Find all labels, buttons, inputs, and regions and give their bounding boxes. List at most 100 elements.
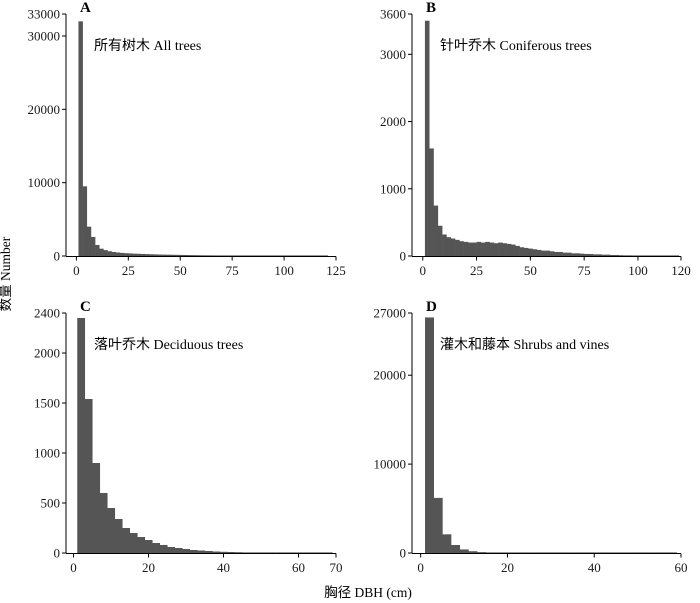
bar bbox=[659, 552, 669, 553]
bar bbox=[575, 253, 581, 256]
bar bbox=[103, 250, 108, 256]
bar bbox=[446, 237, 452, 256]
x-tick-label: 120 bbox=[671, 263, 691, 278]
bar bbox=[174, 254, 179, 256]
x-tick-label: 0 bbox=[420, 263, 427, 278]
bar bbox=[302, 552, 311, 553]
bar bbox=[622, 255, 628, 256]
bar bbox=[136, 253, 142, 256]
bar bbox=[129, 533, 138, 553]
bar bbox=[137, 537, 146, 553]
bar bbox=[674, 255, 680, 256]
bar bbox=[115, 252, 121, 256]
x-tick-label: 0 bbox=[417, 560, 424, 575]
bar bbox=[667, 552, 677, 553]
bar bbox=[99, 248, 104, 256]
bar bbox=[442, 234, 447, 256]
bar bbox=[502, 243, 507, 256]
x-tick-label: 20 bbox=[501, 560, 514, 575]
y-tick-label: 27000 bbox=[374, 306, 407, 321]
bar bbox=[631, 255, 637, 256]
bar bbox=[519, 247, 525, 256]
bar bbox=[252, 255, 258, 256]
bar bbox=[92, 463, 101, 553]
bar bbox=[261, 255, 266, 256]
bar bbox=[167, 547, 176, 553]
panel-title: 落叶乔木 Deciduous trees bbox=[94, 337, 243, 353]
panel-label: B bbox=[426, 0, 436, 16]
bar bbox=[324, 552, 333, 553]
bar bbox=[182, 549, 191, 553]
y-tick-label: 30000 bbox=[28, 29, 61, 44]
panel-label: D bbox=[426, 299, 437, 315]
bar bbox=[157, 254, 162, 256]
bar bbox=[545, 250, 551, 256]
panel-title: 灌木和藤本 Shrubs and vines bbox=[440, 337, 609, 353]
bar bbox=[282, 255, 287, 256]
y-tick-label: 1000 bbox=[34, 446, 60, 461]
bar bbox=[165, 254, 171, 256]
bar bbox=[641, 552, 651, 553]
y-tick-label: 500 bbox=[41, 496, 61, 511]
x-tick-label: 70 bbox=[330, 560, 343, 575]
bar bbox=[485, 241, 490, 256]
bar bbox=[107, 251, 112, 256]
bar bbox=[627, 255, 632, 256]
bar bbox=[319, 255, 324, 256]
bar bbox=[546, 552, 556, 553]
y-tick-label: 10000 bbox=[28, 175, 61, 190]
bar bbox=[467, 242, 473, 256]
bar bbox=[272, 552, 281, 553]
bar bbox=[597, 254, 602, 256]
bar bbox=[532, 249, 538, 256]
bar bbox=[273, 255, 279, 256]
bar bbox=[279, 552, 288, 553]
bar bbox=[298, 255, 304, 256]
bar bbox=[203, 255, 208, 256]
bar bbox=[670, 255, 675, 256]
bar bbox=[287, 552, 296, 553]
bar bbox=[204, 551, 213, 553]
bar bbox=[317, 552, 326, 553]
bar bbox=[558, 251, 563, 256]
bar bbox=[186, 255, 191, 256]
bar bbox=[566, 252, 572, 256]
bar bbox=[635, 255, 641, 256]
bar bbox=[128, 253, 133, 256]
bar bbox=[249, 552, 258, 553]
bar bbox=[78, 21, 83, 256]
bar bbox=[234, 552, 243, 553]
bar bbox=[236, 255, 241, 256]
bar bbox=[437, 225, 443, 256]
x-tick-label: 60 bbox=[292, 560, 305, 575]
panel-b: 0 1000 2000 3000 3600 0 25 50 75 100 120 B 针叶乔木 Coni… bbox=[380, 0, 691, 278]
bar bbox=[159, 545, 168, 553]
bar bbox=[494, 552, 504, 553]
y-tick-label: 0 bbox=[54, 546, 61, 561]
bar bbox=[290, 255, 295, 256]
bar bbox=[212, 551, 221, 553]
bar bbox=[579, 253, 585, 256]
bar bbox=[442, 534, 452, 553]
bar bbox=[555, 552, 565, 553]
panel-title: 所有树木 All trees bbox=[94, 38, 201, 54]
bar bbox=[95, 245, 100, 256]
bar bbox=[523, 247, 529, 256]
bar bbox=[294, 552, 303, 553]
bar bbox=[455, 239, 460, 256]
x-tick-label: 75 bbox=[226, 263, 239, 278]
bar bbox=[114, 519, 123, 553]
bar bbox=[472, 242, 477, 256]
bar bbox=[197, 550, 206, 553]
bar bbox=[589, 552, 599, 553]
bar bbox=[86, 226, 92, 256]
y-tick-label: 0 bbox=[400, 249, 407, 264]
bar bbox=[572, 552, 582, 553]
x-tick-label: 50 bbox=[524, 263, 537, 278]
bar bbox=[178, 254, 183, 256]
y-tick-label: 20000 bbox=[374, 368, 407, 383]
bar bbox=[549, 251, 555, 256]
bar bbox=[644, 255, 650, 256]
bar bbox=[111, 251, 117, 256]
